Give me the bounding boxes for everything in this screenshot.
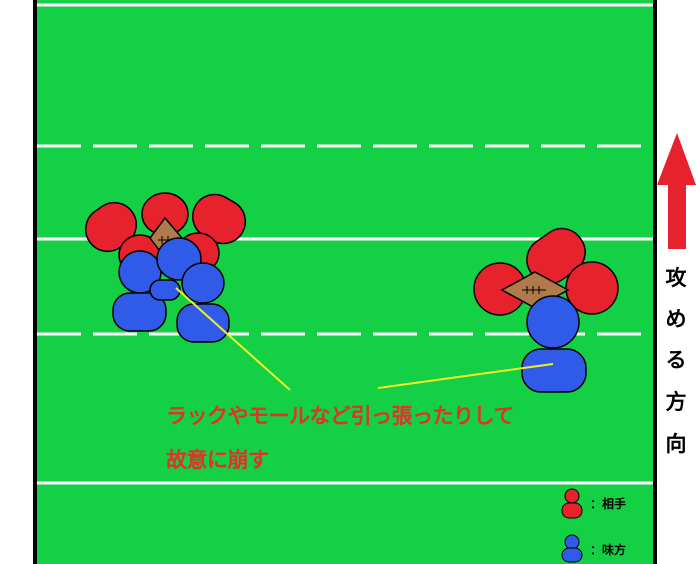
ally-player [176, 303, 230, 343]
legend-opponent-label: ：相手 [590, 497, 627, 511]
annotation-line-2: 故意に崩す [166, 448, 269, 472]
legend-ally-label: ：味方 [590, 543, 627, 557]
field-right-edge [653, 0, 657, 564]
legend-opponent-marker [561, 488, 583, 519]
direction-arrow-icon [657, 133, 696, 249]
ally-player [149, 279, 181, 301]
direction-char: 方 [665, 390, 687, 414]
ally-player [112, 292, 167, 332]
ruck-left [84, 192, 247, 343]
ally-player [181, 262, 225, 304]
direction-char: め [665, 307, 687, 331]
direction-char: 攻 [665, 266, 687, 290]
ally-player [526, 295, 580, 349]
annotation-line-1: ラックやモールなど引っ張ったりして [166, 404, 514, 428]
pointer-line-left [175, 287, 291, 391]
ruck-right [473, 227, 619, 393]
pointer-line-right [377, 363, 554, 389]
ally-player [521, 348, 587, 393]
opponent-player [565, 261, 619, 315]
legend-ally-marker [561, 534, 583, 563]
direction-char: 向 [665, 432, 687, 456]
field-left-edge [33, 0, 37, 564]
direction-char: る [665, 348, 687, 372]
